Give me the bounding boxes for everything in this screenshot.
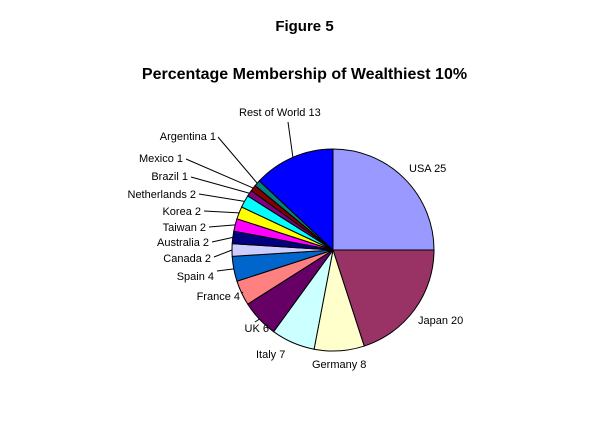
- slice-label-taiwan: Taiwan 2: [163, 222, 206, 234]
- slice-label-italy: Italy 7: [256, 349, 285, 361]
- slice-label-usa: USA 25: [409, 163, 446, 175]
- slice-label-korea: Korea 2: [162, 206, 201, 218]
- slice-label-uk: UK 6: [245, 323, 269, 335]
- slice-labels: USA 25 Japan 20 Germany 8 Italy 7 UK 6 France…: [128, 107, 464, 371]
- slice-label-australia: Australia 2: [157, 237, 209, 249]
- leader-line-mexico: [185, 158, 254, 189]
- leader-line-france: [241, 291, 244, 294]
- slice-label-argentina: Argentina 1: [160, 131, 216, 143]
- leader-line-canada: [213, 249, 233, 258]
- slice-label-spain: Spain 4: [177, 271, 214, 283]
- leader-line-korea: [203, 210, 240, 214]
- chart-title: Percentage Membership of Wealthiest 10%: [141, 66, 468, 83]
- leader-line-brazil: [190, 176, 250, 194]
- slice-label-brazil: Brazil 1: [151, 171, 188, 183]
- pie-slice-usa: [332, 148, 435, 251]
- leader-lines: [185, 121, 294, 323]
- slice-label-rest-of-world: Rest of World 13: [239, 107, 321, 119]
- leader-line-taiwan: [208, 224, 236, 228]
- leader-line-spain: [216, 268, 234, 272]
- slice-label-france: France 4: [197, 291, 240, 303]
- slice-label-germany: Germany 8: [312, 359, 366, 371]
- slice-label-netherlands: Netherlands 2: [128, 189, 197, 201]
- leader-line-australia: [211, 236, 233, 243]
- leader-line-argentina: [217, 136, 258, 184]
- leader-line-rest-of-world: [287, 121, 294, 158]
- slice-label-japan: Japan 20: [418, 315, 463, 327]
- slice-label-canada: Canada 2: [163, 253, 211, 265]
- leader-line-netherlands: [198, 193, 245, 202]
- figure-label: Figure 5: [275, 18, 334, 35]
- pie-slice-japan: [332, 249, 435, 347]
- slice-label-mexico: Mexico 1: [139, 153, 183, 165]
- leader-line-uk: [254, 318, 260, 323]
- pie-slices: [231, 148, 435, 352]
